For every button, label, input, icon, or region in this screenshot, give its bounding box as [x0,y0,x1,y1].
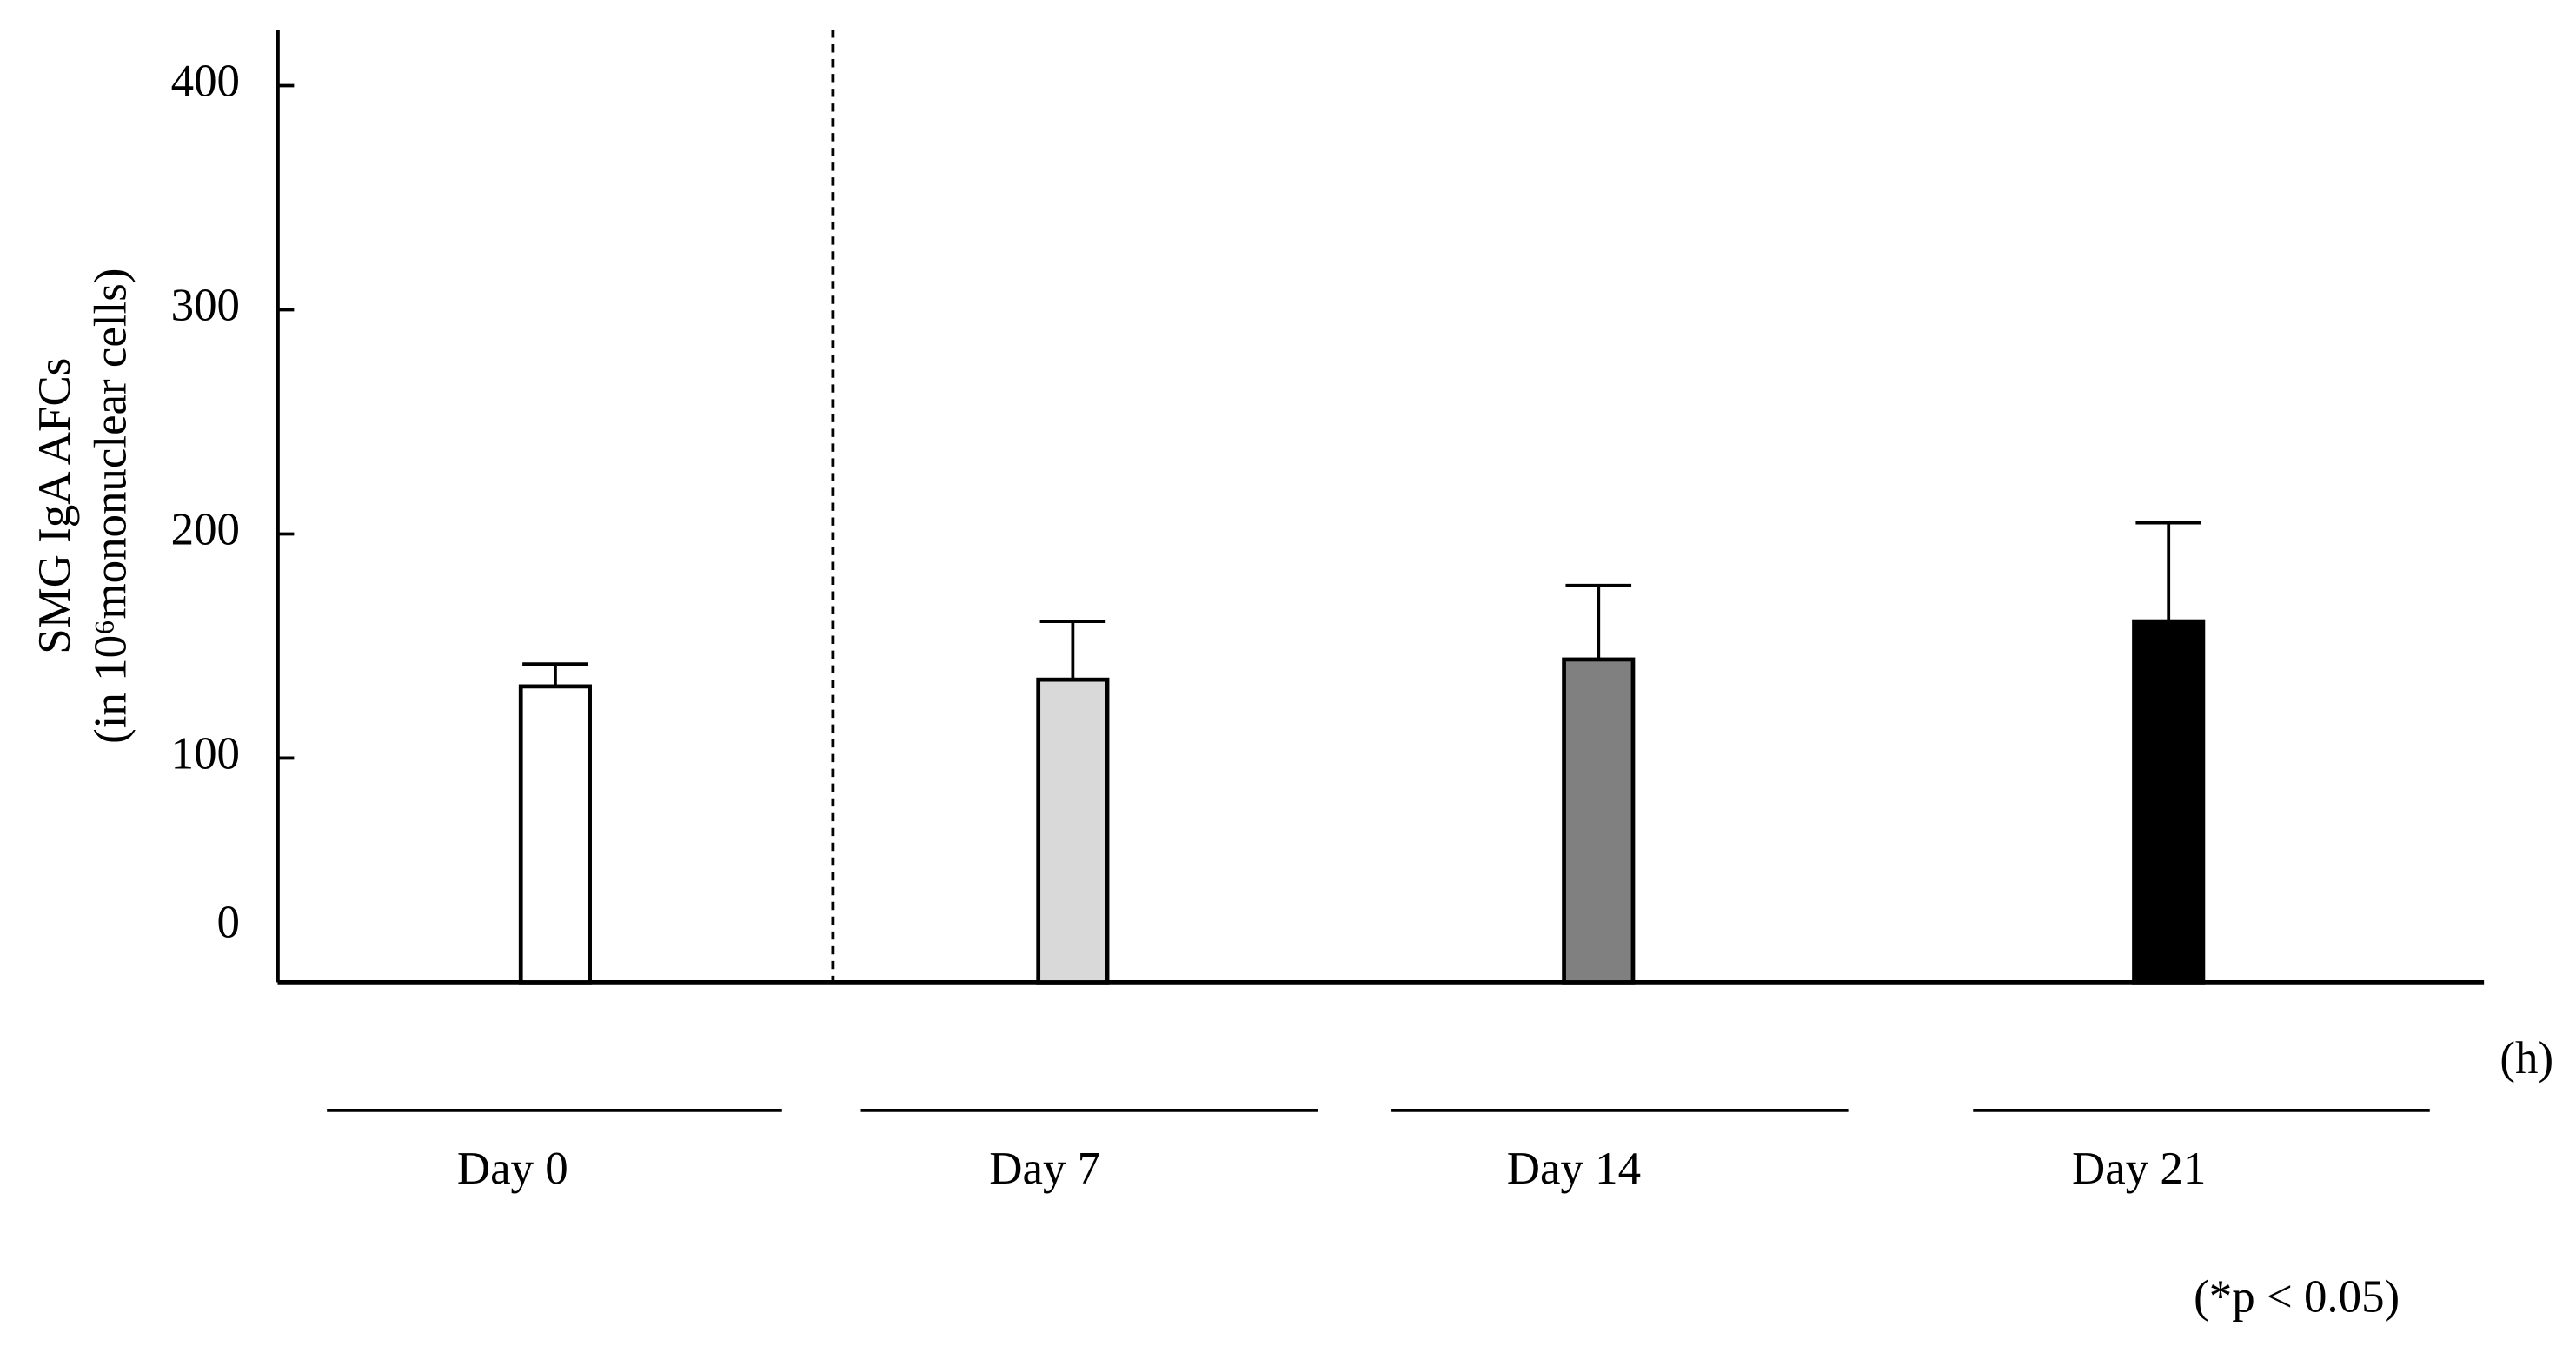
y-tick-label: 400 [171,56,240,107]
y-label-line: SMG IgA AFCs [30,358,80,654]
x-tick-label: Day 21 [2072,1144,2206,1194]
note: (*p < 0.05) [2194,1271,2400,1322]
bar [518,684,592,985]
y-tick-label: 100 [171,729,240,779]
y-tick-label: 300 [171,281,240,331]
x-tick-label: Day 14 [1507,1144,1641,1194]
y-label-line: (in 10⁶mononuclear cells) [85,269,136,744]
y-label: SMG IgA AFCs (in 10⁶mononuclear cells) [30,269,136,744]
y-tick-label: 200 [171,505,240,555]
x-tick-label: Day 0 [457,1144,568,1194]
x-label: (h) [2500,1033,2553,1084]
bar [2132,619,2206,985]
x-tick-label: Day 7 [989,1144,1100,1194]
y-tick-label: 0 [217,897,240,947]
bar [1562,657,1636,985]
bar [1036,677,1110,985]
